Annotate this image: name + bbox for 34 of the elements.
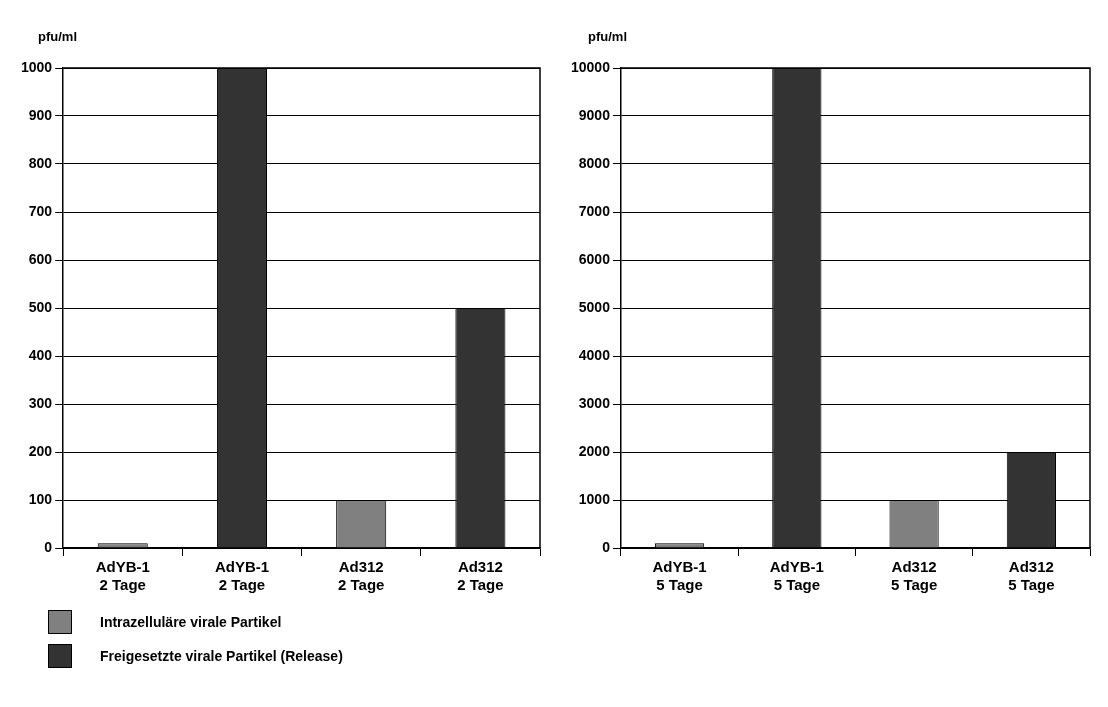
y-tick-label: 8000 [578, 154, 611, 171]
y-tick-label: 400 [28, 346, 53, 363]
y-tick-label: 200 [28, 442, 53, 459]
legend-label: Intrazelluläre virale Partikel [100, 614, 282, 630]
x-tick-label: AdYB-1 5 Tage [769, 558, 824, 594]
y-tick-label: 7000 [578, 202, 611, 219]
y-tick-label: 300 [28, 394, 53, 411]
y-tick-label: 10000 [570, 58, 611, 75]
y-tick-label: 1000 [578, 490, 611, 507]
x-tick-label: Ad312 2 Tage [337, 558, 385, 594]
y-tick-label: 800 [28, 154, 53, 171]
y-axis-title: pfu/ml [38, 29, 77, 45]
legend-label: Freigesetzte virale Partikel (Release) [100, 648, 343, 664]
y-tick-label: 0 [602, 538, 611, 555]
y-tick-label: 0 [44, 538, 53, 555]
x-tick-label: Ad312 5 Tage [890, 558, 938, 594]
y-tick-label: 500 [28, 298, 53, 315]
y-tick-label: 5000 [578, 298, 611, 315]
x-tick-label: AdYB-1 5 Tage [652, 558, 707, 594]
y-tick-label: 3000 [578, 394, 611, 411]
y-tick-label: 4000 [578, 346, 611, 363]
y-tick-label: 700 [28, 202, 53, 219]
y-tick-label: 1000 [20, 58, 53, 75]
y-tick-label: 100 [28, 490, 53, 507]
y-tick-label: 900 [28, 106, 53, 123]
x-tick-label: Ad312 5 Tage [1008, 558, 1055, 594]
y-tick-label: 6000 [578, 250, 611, 267]
x-tick-label: Ad312 2 Tage [457, 558, 504, 594]
y-tick-label: 9000 [578, 106, 611, 123]
x-tick-label: AdYB-1 2 Tage [95, 558, 150, 594]
y-tick-label: 600 [28, 250, 53, 267]
y-tick-label: 2000 [578, 442, 611, 459]
y-axis-title: pfu/ml [588, 29, 627, 45]
x-tick-label: AdYB-1 2 Tage [214, 558, 270, 594]
